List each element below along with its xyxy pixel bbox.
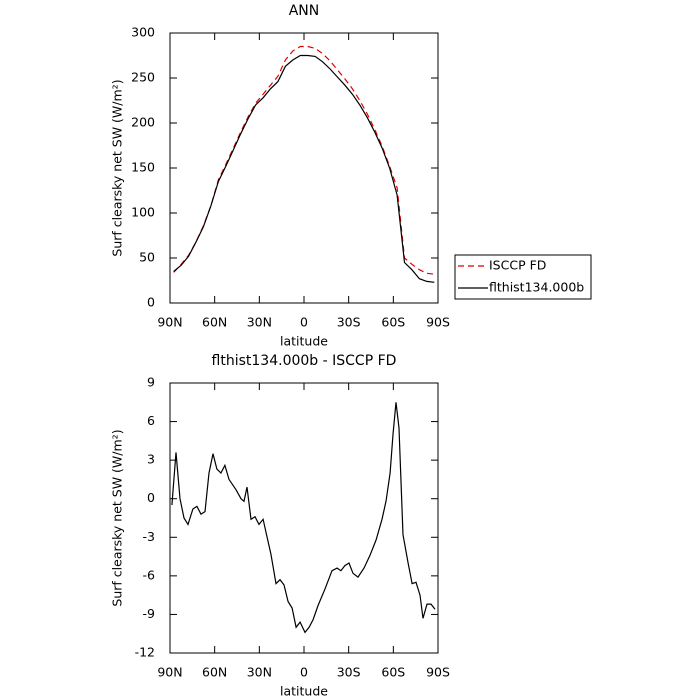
plot-frame (169, 382, 439, 654)
x-axis-label: latitude (280, 684, 328, 699)
y-tick-label: 3 (147, 452, 155, 467)
x-tick-label: 0 (300, 665, 308, 680)
y-tick-label: 0 (147, 490, 155, 505)
chart-title: flthist134.000b - ISCCP FD (212, 353, 397, 369)
y-axis-label: Surf clearsky net SW (W/m²) (110, 429, 125, 606)
x-axis-label: latitude (280, 334, 328, 349)
x-tick-label: 60S (381, 665, 405, 680)
data-line (173, 45, 435, 275)
x-tick-label: 30N (247, 665, 272, 680)
legend-label: ISCCP FD (489, 258, 546, 273)
data-line (173, 54, 435, 283)
y-tick-label: -12 (135, 645, 155, 660)
legend-label: flthist134.000b (489, 280, 584, 295)
y-axis-label: Surf clearsky net SW (W/m²) (110, 79, 125, 256)
data-line (171, 402, 436, 634)
y-tick-label: -6 (143, 567, 156, 582)
y-tick-label: 9 (147, 375, 155, 390)
x-tick-label: 90S (426, 315, 450, 330)
x-tick-label: 60S (381, 315, 405, 330)
y-tick-label: 150 (131, 160, 155, 175)
y-tick-label: 300 (131, 25, 155, 40)
x-tick-label: 30N (247, 315, 272, 330)
y-tick-label: -3 (143, 529, 155, 544)
y-tick-label: 6 (147, 413, 155, 428)
y-tick-label: 50 (139, 250, 155, 265)
x-tick-label: 0 (300, 315, 308, 330)
x-tick-label: 60N (202, 665, 227, 680)
x-tick-label: 60N (202, 315, 227, 330)
x-tick-label: 30S (337, 315, 361, 330)
x-tick-label: 90N (157, 665, 182, 680)
y-tick-label: 0 (147, 295, 155, 310)
chart-title: ANN (289, 3, 320, 19)
y-tick-label: 200 (131, 115, 155, 130)
x-tick-label: 30S (337, 665, 361, 680)
legend-box (454, 254, 592, 300)
y-tick-label: 250 (131, 70, 155, 85)
y-tick-label: 100 (131, 205, 155, 220)
x-tick-label: 90S (426, 665, 450, 680)
plot-frame (169, 32, 439, 304)
y-tick-label: -9 (143, 606, 156, 621)
x-tick-label: 90N (157, 315, 182, 330)
